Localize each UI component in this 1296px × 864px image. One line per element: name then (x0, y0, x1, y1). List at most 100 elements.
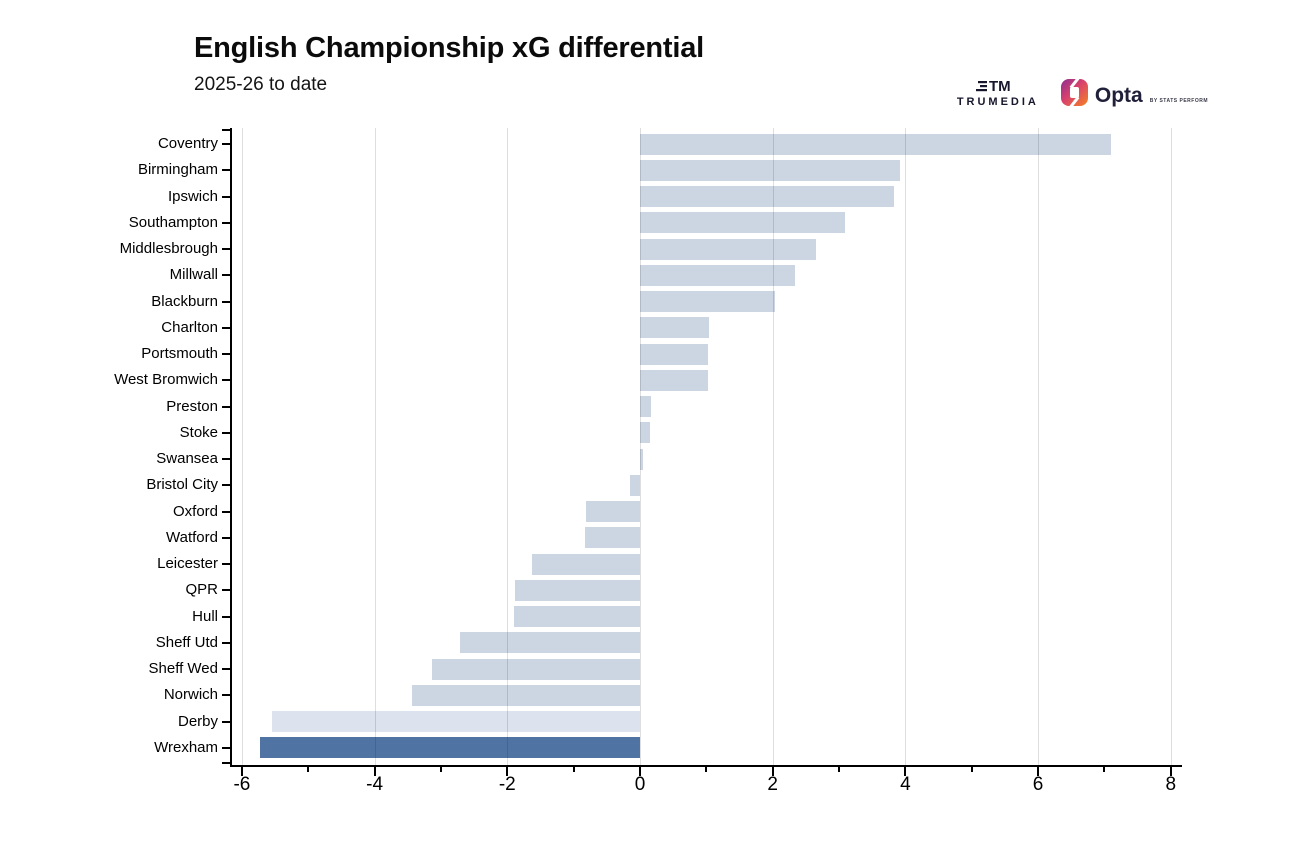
team-label: Charlton (161, 318, 218, 336)
x-tick-label: 0 (634, 774, 646, 795)
x-tick-label: 2 (767, 774, 778, 795)
x-tick (373, 767, 376, 776)
x-tick-label: -2 (498, 774, 516, 795)
opta-logo: Opta BY STATS PERFORM (1060, 76, 1208, 108)
page-title: English Championship xG differential (194, 32, 705, 64)
team-label: Millwall (169, 266, 218, 284)
bar (512, 605, 641, 629)
y-tick (222, 615, 232, 618)
opta-icon (1060, 76, 1088, 108)
bar (583, 526, 641, 550)
team-label: Hull (192, 607, 218, 625)
bar (638, 211, 847, 235)
y-tick (222, 300, 232, 303)
y-tick (222, 536, 232, 539)
x-tick (1169, 767, 1172, 776)
x-tick (771, 767, 774, 776)
bar (530, 552, 641, 576)
gridline (640, 128, 641, 765)
x-axis-spine (230, 765, 1182, 767)
x-tick (240, 767, 243, 776)
plot-area (232, 128, 1182, 765)
y-tick (222, 720, 232, 723)
y-tick (222, 563, 232, 566)
y-tick (222, 379, 232, 382)
team-label: Blackburn (151, 292, 218, 310)
team-label: Birmingham (137, 161, 218, 179)
y-tick (222, 195, 232, 198)
bar (430, 657, 641, 681)
bar (639, 421, 651, 445)
gridline (374, 128, 376, 765)
bar (638, 158, 902, 182)
y-tick (222, 169, 232, 172)
y-tick (222, 143, 232, 145)
y-tick (222, 694, 232, 697)
x-tick (904, 767, 907, 776)
gridline (772, 128, 774, 765)
x-tick (439, 767, 442, 772)
team-label: Middlesbrough (119, 240, 218, 258)
bar (639, 290, 776, 314)
y-tick (222, 458, 232, 461)
bar (639, 263, 796, 287)
team-label: West Bromwich (114, 371, 218, 389)
x-tick (838, 767, 841, 772)
x-tick-label: 4 (900, 774, 911, 795)
team-label: Stoke (179, 423, 218, 441)
bar (271, 710, 641, 734)
bar (258, 736, 641, 760)
team-label: Oxford (172, 502, 218, 520)
y-tick (222, 484, 232, 487)
opta-label: Opta (1094, 83, 1143, 107)
team-label: Sheff Utd (155, 633, 218, 651)
team-label: Coventry (157, 135, 218, 152)
y-tick (222, 221, 232, 224)
y-tick (222, 510, 232, 513)
trumedia-monogram-icon: TM (975, 78, 1011, 93)
x-tick-label: -6 (233, 774, 251, 795)
page-subtitle: 2025-26 to date (194, 74, 328, 95)
team-label: QPR (185, 581, 218, 599)
svg-text:TM: TM (989, 78, 1011, 93)
team-label: Southampton (128, 213, 218, 231)
team-label: Bristol City (146, 476, 218, 494)
x-tick (506, 767, 509, 776)
y-tick (222, 326, 232, 329)
x-tick (970, 767, 973, 772)
y-axis-spine (230, 128, 232, 767)
team-label: Derby (177, 712, 218, 730)
bar (629, 473, 641, 497)
team-label: Leicester (157, 555, 218, 573)
y-tick (222, 589, 232, 592)
trumedia-logo: TM TRUMEDIA (957, 76, 1039, 108)
bar (638, 132, 1113, 156)
bar (639, 368, 709, 392)
team-label: Preston (166, 397, 218, 415)
bar (514, 578, 641, 602)
trumedia-label: TRUMEDIA (956, 96, 1039, 108)
x-tick-label: -4 (366, 774, 384, 795)
bar (410, 683, 641, 707)
team-label: Norwich (163, 686, 218, 704)
y-tick (222, 431, 232, 434)
team-label: Portsmouth (141, 345, 218, 363)
bar (639, 447, 644, 471)
bar (585, 500, 641, 524)
gridline (507, 128, 509, 765)
team-label: Watford (166, 528, 218, 546)
gridline (241, 128, 243, 765)
x-tick (307, 767, 310, 772)
bar (459, 631, 641, 655)
gridline (1170, 128, 1172, 765)
gridline (1038, 128, 1040, 765)
branding: TM TRUMEDIA Opta BY STATS PERFORM (957, 76, 1208, 108)
y-axis-end-tick (222, 762, 232, 764)
y-tick (222, 746, 232, 749)
y-tick (222, 641, 232, 644)
y-tick (222, 353, 232, 356)
bar (638, 185, 896, 209)
x-tick-label: 6 (1032, 774, 1044, 795)
